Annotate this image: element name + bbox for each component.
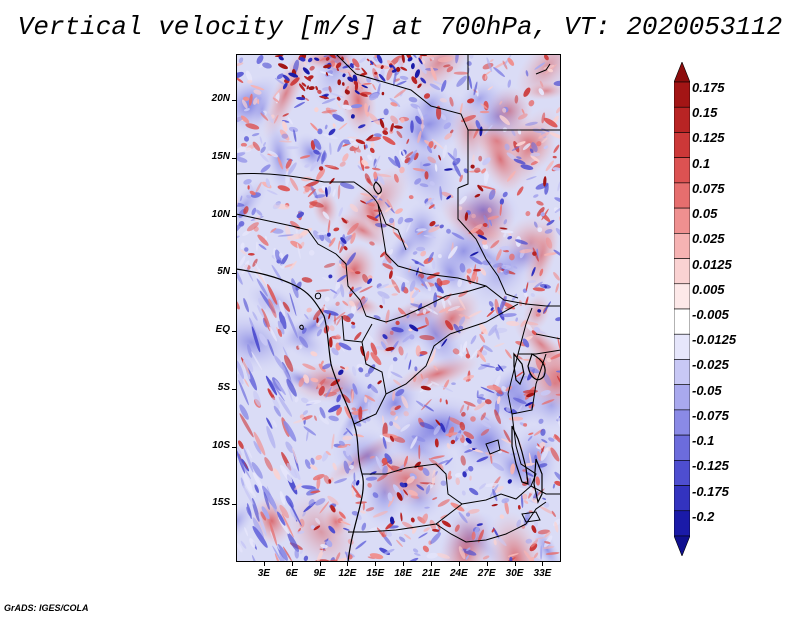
lon-tick-mark bbox=[486, 562, 488, 566]
colorbar-level-label: -0.005 bbox=[692, 307, 729, 322]
lon-tick-mark bbox=[431, 562, 432, 566]
colorbar-swatch bbox=[674, 283, 690, 310]
colorbar-swatch bbox=[674, 485, 690, 512]
lat-tick-mark bbox=[232, 331, 236, 333]
footer-credit: GrADS: IGES/COLA bbox=[4, 603, 89, 613]
colorbar-swatch bbox=[674, 81, 690, 108]
colorbar-level-label: -0.075 bbox=[692, 407, 729, 423]
colorbar-level-label: 0.005 bbox=[692, 281, 725, 297]
lon-tick-mark bbox=[542, 562, 544, 566]
colorbar-level-label: -0.125 bbox=[692, 458, 729, 474]
colorbar-swatch bbox=[674, 233, 690, 259]
colorbar-bottom-arrow bbox=[674, 535, 690, 556]
map-frame bbox=[236, 54, 561, 562]
colorbar bbox=[674, 62, 690, 556]
colorbar-level-label: 0.075 bbox=[692, 180, 725, 196]
colorbar-swatch bbox=[674, 308, 690, 335]
lat-tick-mark bbox=[232, 446, 236, 448]
lat-tick-label: 15S bbox=[212, 497, 230, 509]
colorbar-level-label: -0.175 bbox=[692, 483, 729, 499]
lon-tick-mark bbox=[458, 562, 460, 566]
colorbar-swatch bbox=[674, 182, 690, 209]
lat-tick-mark bbox=[232, 273, 236, 275]
colorbar-top-arrow bbox=[674, 62, 690, 83]
lon-tick-label: 9E bbox=[313, 568, 326, 579]
lat-tick-mark bbox=[232, 215, 236, 217]
lat-tick-label: 5S bbox=[217, 381, 230, 393]
colorbar-swatch bbox=[674, 409, 690, 436]
colorbar-swatch bbox=[674, 207, 690, 234]
lon-tick-mark bbox=[263, 562, 265, 566]
map-panel bbox=[236, 54, 561, 562]
colorbar-level-label: 0.025 bbox=[692, 231, 725, 247]
lon-tick-label: 24E bbox=[449, 568, 468, 579]
vertical-velocity-field bbox=[236, 54, 561, 562]
lon-tick-label: 27E bbox=[477, 568, 496, 579]
lon-tick-label: 30E bbox=[505, 568, 524, 579]
field-blobs bbox=[236, 54, 561, 562]
colorbar-level-label: 0.1 bbox=[692, 155, 711, 171]
lon-tick-label: 3E bbox=[257, 568, 270, 579]
lat-tick-mark bbox=[232, 388, 236, 390]
lon-tick-mark bbox=[514, 562, 516, 566]
lon-tick-mark bbox=[403, 562, 405, 566]
chart-title: Vertical velocity [m/s] at 700hPa, VT: 2… bbox=[17, 12, 783, 42]
lat-tick-mark bbox=[232, 157, 236, 159]
lat-tick-label: 5N bbox=[217, 266, 230, 278]
lat-tick-label: EQ bbox=[215, 324, 230, 336]
lat-tick-label: 15N bbox=[211, 150, 230, 162]
colorbar-swatch bbox=[674, 333, 690, 360]
colorbar-level-label: -0.05 bbox=[692, 382, 722, 398]
lon-tick-label: 12E bbox=[338, 568, 357, 579]
colorbar-level-label: 0.15 bbox=[692, 105, 718, 121]
lat-tick-label: 10S bbox=[212, 439, 230, 451]
coastlines-borders bbox=[236, 54, 561, 562]
colorbar-level-label: -0.1 bbox=[692, 433, 715, 449]
colorbar-swatch bbox=[674, 359, 690, 385]
colorbar-level-label: -0.025 bbox=[692, 357, 729, 373]
colorbar-level-label: -0.2 bbox=[692, 508, 715, 524]
colorbar-level-label: -0.0125 bbox=[692, 332, 737, 348]
colorbar-swatch bbox=[674, 384, 690, 411]
lat-tick-label: 10N bbox=[211, 208, 230, 220]
lat-tick-mark bbox=[232, 504, 236, 506]
lon-tick-label: 18E bbox=[394, 568, 413, 579]
colorbar-level-label: 0.175 bbox=[692, 80, 725, 95]
colorbar-swatch bbox=[674, 106, 690, 133]
lon-tick-label: 15E bbox=[366, 568, 385, 579]
lon-tick-mark bbox=[319, 562, 321, 566]
lon-tick-label: 6E bbox=[285, 568, 298, 579]
colorbar-swatch bbox=[674, 510, 690, 537]
colorbar-level-label: 0.0125 bbox=[692, 256, 732, 272]
lat-tick-mark bbox=[232, 100, 236, 102]
colorbar-level-label: 0.05 bbox=[692, 206, 718, 222]
colorbar-swatch bbox=[674, 460, 690, 486]
lon-tick-mark bbox=[347, 562, 349, 566]
lon-tick-mark bbox=[375, 562, 377, 566]
colorbar-swatch bbox=[674, 132, 690, 158]
colorbar-swatch bbox=[674, 258, 690, 285]
colorbar-swatch bbox=[674, 434, 690, 461]
colorbar-swatch bbox=[674, 157, 690, 184]
lon-tick-label: 33E bbox=[533, 568, 552, 579]
lon-tick-mark bbox=[291, 562, 293, 566]
lat-tick-label: 20N bbox=[211, 93, 230, 105]
colorbar-level-label: 0.125 bbox=[692, 130, 725, 146]
lon-tick-label: 21E bbox=[422, 568, 440, 579]
